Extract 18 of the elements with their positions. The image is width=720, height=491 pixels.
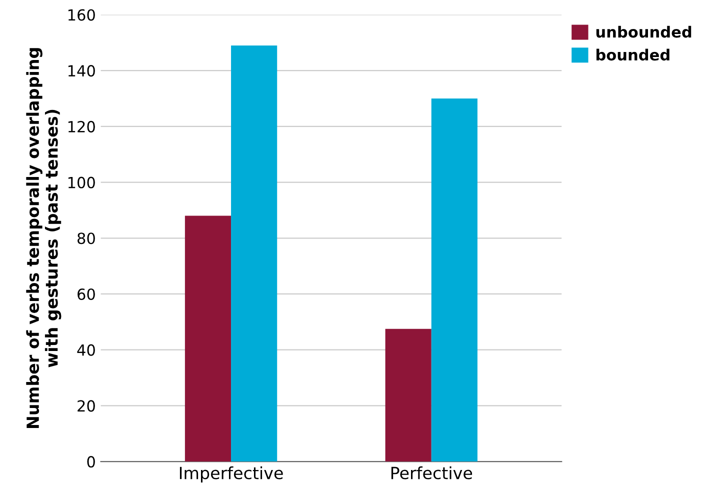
legend-label: unbounded (596, 26, 692, 38)
x-tick-label: Imperfective (180, 466, 283, 483)
y-tick-label: 100 (68, 176, 95, 188)
bar (385, 328, 432, 462)
bar (184, 216, 232, 462)
y-tick-label: 160 (68, 9, 95, 21)
bar (431, 98, 478, 462)
y-tick-label: 0 (87, 456, 95, 468)
y-axis-title: Number of verbs temporally overlapping with gestures (past tenses) (26, 48, 62, 428)
legend-label: bounded (596, 48, 670, 61)
y-tick-label: 120 (68, 120, 95, 132)
y-tick-label: 40 (77, 344, 95, 356)
y-tick-label: 140 (68, 65, 95, 77)
bar (231, 45, 278, 462)
y-tick-label: 80 (78, 232, 95, 244)
y-tick-label: 60 (78, 288, 95, 300)
y-tick-label: 20 (78, 400, 95, 412)
x-tick-label: Perfective (391, 466, 472, 480)
